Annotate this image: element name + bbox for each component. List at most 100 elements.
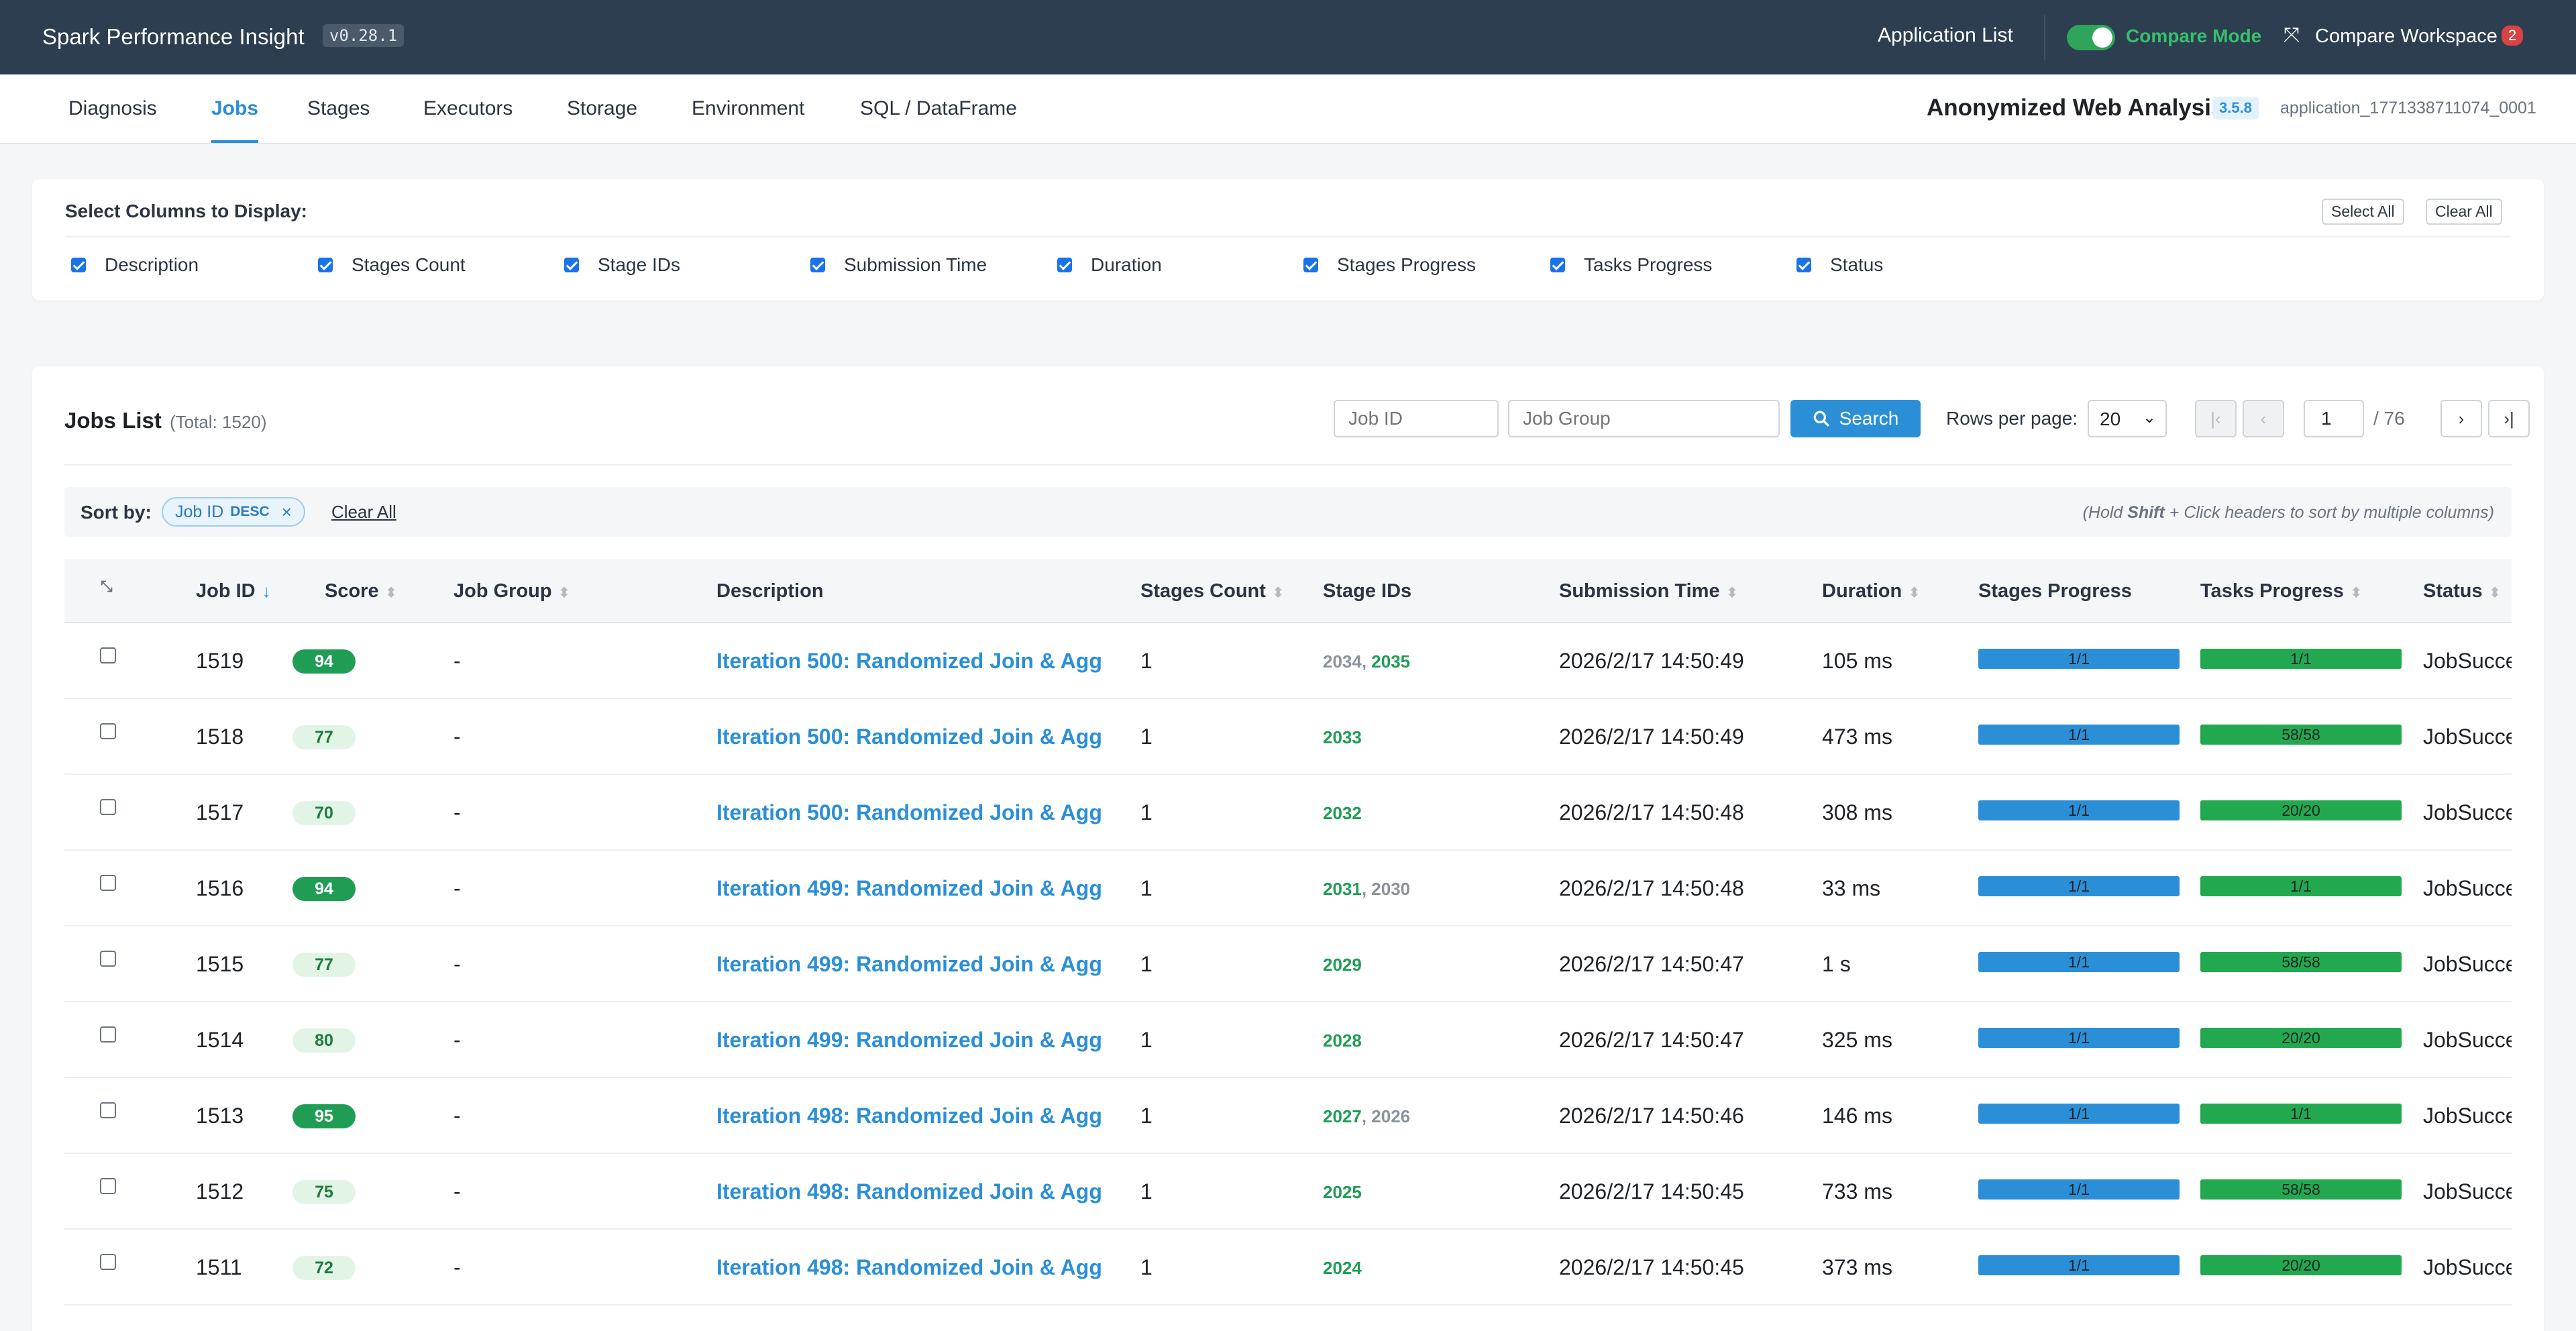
application-list-link[interactable]: Application List bbox=[1878, 24, 2013, 46]
stages-progress-bar: 1/1 bbox=[1978, 1104, 2180, 1124]
stage-id-link[interactable]: 2025 bbox=[1323, 1182, 1362, 1202]
header-job-id[interactable]: Job ID ↓ bbox=[196, 580, 271, 602]
row-checkbox[interactable] bbox=[100, 799, 116, 815]
stage-id-link[interactable]: 2024 bbox=[1323, 1258, 1362, 1278]
column-option-stages-progress[interactable]: Stages Progress bbox=[1303, 254, 1476, 276]
job-description-link[interactable]: Iteration 500: Randomized Join & Agg bbox=[716, 649, 1102, 673]
header-submission-time[interactable]: Submission Time ⬍ bbox=[1559, 580, 1737, 602]
checkbox[interactable] bbox=[1550, 258, 1565, 272]
column-option-submission-time[interactable]: Submission Time bbox=[810, 254, 987, 276]
tab-sql-dataframe[interactable]: SQL / DataFrame bbox=[860, 97, 1017, 119]
tab-stages[interactable]: Stages bbox=[307, 97, 370, 119]
job-group-input[interactable] bbox=[1508, 400, 1780, 437]
tab-executors[interactable]: Executors bbox=[423, 97, 513, 119]
header-stages-count[interactable]: Stages Count ⬍ bbox=[1140, 580, 1284, 602]
tab-diagnosis[interactable]: Diagnosis bbox=[68, 97, 157, 119]
job-description-link[interactable]: Iteration 498: Randomized Join & Agg bbox=[716, 1255, 1102, 1279]
stages-progress-label: 1/1 bbox=[2068, 1028, 2090, 1047]
page-number-input[interactable] bbox=[2304, 400, 2364, 437]
row-checkbox[interactable] bbox=[100, 1102, 116, 1118]
compare-arrows-icon[interactable]: ⤧ bbox=[2284, 24, 2300, 46]
close-icon[interactable]: × bbox=[281, 501, 292, 522]
job-description-link[interactable]: Iteration 499: Randomized Join & Agg bbox=[716, 876, 1102, 900]
table-row: 1515 77 - Iteration 499: Randomized Join & … bbox=[64, 925, 2512, 1002]
checkbox[interactable] bbox=[318, 258, 333, 272]
row-checkbox[interactable] bbox=[100, 1026, 116, 1043]
column-option-description[interactable]: Description bbox=[71, 254, 199, 276]
tab-storage[interactable]: Storage bbox=[567, 97, 638, 119]
brand-title[interactable]: Spark Performance Insight bbox=[42, 24, 305, 49]
sort-chip-job-id[interactable]: Job ID DESC × bbox=[162, 497, 305, 527]
rows-per-page-select[interactable]: 20 ⌄ bbox=[2088, 400, 2167, 437]
checkbox[interactable] bbox=[810, 258, 825, 272]
tasks-progress-label: 20/20 bbox=[2282, 1028, 2320, 1047]
checkbox[interactable] bbox=[1796, 258, 1811, 272]
checkbox[interactable] bbox=[1057, 258, 1072, 272]
stage-id-link[interactable]: 2030 bbox=[1371, 879, 1411, 899]
row-checkbox[interactable] bbox=[100, 875, 116, 891]
tab-jobs[interactable]: Jobs bbox=[211, 97, 259, 143]
row-checkbox[interactable] bbox=[100, 1178, 116, 1194]
header-duration[interactable]: Duration ⬍ bbox=[1822, 580, 1920, 602]
checkbox[interactable] bbox=[564, 258, 579, 272]
stage-id-link[interactable]: 2034 bbox=[1323, 651, 1362, 672]
clear-sort-button[interactable]: Clear All bbox=[331, 502, 396, 522]
stage-id-link[interactable]: 2035 bbox=[1371, 651, 1411, 672]
column-option-duration[interactable]: Duration bbox=[1057, 254, 1162, 276]
prev-page-button[interactable]: ‹ bbox=[2243, 400, 2284, 437]
column-option-tasks-progress[interactable]: Tasks Progress bbox=[1550, 254, 1712, 276]
clear-all-columns-button[interactable]: Clear All bbox=[2426, 199, 2502, 225]
stage-id-link[interactable]: 2029 bbox=[1323, 955, 1362, 975]
row-checkbox[interactable] bbox=[100, 951, 116, 967]
header-label: Stages Progress bbox=[1978, 580, 2132, 602]
job-description-link[interactable]: Iteration 499: Randomized Join & Agg bbox=[716, 1028, 1102, 1052]
job-description-link[interactable]: Iteration 500: Randomized Join & Agg bbox=[716, 800, 1102, 824]
row-checkbox[interactable] bbox=[100, 1254, 116, 1270]
stage-id-link[interactable]: 2027 bbox=[1323, 1106, 1362, 1126]
header-label: Submission Time bbox=[1559, 580, 1720, 602]
row-checkbox[interactable] bbox=[100, 723, 116, 739]
stage-id-link[interactable]: 2028 bbox=[1323, 1030, 1362, 1051]
stage-id-link[interactable]: 2031 bbox=[1323, 879, 1362, 899]
row-checkbox[interactable] bbox=[100, 647, 116, 663]
submission-time: 2026/2/17 14:50:45 bbox=[1559, 1179, 1744, 1204]
job-description-link[interactable]: Iteration 498: Randomized Join & Agg bbox=[716, 1179, 1102, 1204]
column-option-stages-count[interactable]: Stages Count bbox=[318, 254, 466, 276]
job-status: JobSucceed bbox=[2423, 1255, 2512, 1279]
column-option-label: Submission Time bbox=[844, 254, 987, 275]
job-description-link[interactable]: Iteration 499: Randomized Join & Agg bbox=[716, 952, 1102, 976]
expand-collapse-icon[interactable]: ⤡ bbox=[101, 578, 113, 594]
checkbox[interactable] bbox=[71, 258, 86, 272]
last-page-button[interactable]: ›| bbox=[2488, 400, 2530, 437]
tab-environment[interactable]: Environment bbox=[692, 97, 805, 119]
jobs-list-title: Jobs List bbox=[64, 408, 162, 433]
stages-progress-bar: 1/1 bbox=[1978, 1179, 2180, 1200]
select-all-button[interactable]: Select All bbox=[2322, 199, 2404, 225]
compare-mode-label[interactable]: Compare Mode bbox=[2126, 25, 2262, 46]
tasks-progress-label: 58/58 bbox=[2282, 725, 2320, 743]
tasks-progress-bar: 1/1 bbox=[2200, 876, 2402, 896]
job-id: 1514 bbox=[196, 1028, 244, 1052]
header-score[interactable]: Score ⬍ bbox=[325, 580, 396, 602]
stages-progress-label: 1/1 bbox=[2068, 1256, 2090, 1274]
stage-id-link[interactable]: 2032 bbox=[1323, 803, 1362, 823]
job-description-link[interactable]: Iteration 498: Randomized Join & Agg bbox=[716, 1104, 1102, 1128]
compare-workspace-link[interactable]: Compare Workspace bbox=[2315, 25, 2498, 47]
duration: 146 ms bbox=[1822, 1104, 1892, 1128]
header-job-group[interactable]: Job Group ⬍ bbox=[453, 580, 570, 602]
stage-id-link[interactable]: 2033 bbox=[1323, 727, 1362, 747]
job-id-input[interactable] bbox=[1334, 400, 1499, 437]
compare-mode-toggle[interactable] bbox=[2067, 25, 2115, 50]
checkbox[interactable] bbox=[1303, 258, 1318, 272]
stages-count: 1 bbox=[1140, 1028, 1152, 1052]
first-page-button[interactable]: |‹ bbox=[2195, 400, 2237, 437]
column-option-status[interactable]: Status bbox=[1796, 254, 1883, 276]
column-option-stage-ids[interactable]: Stage IDs bbox=[564, 254, 680, 276]
stage-id-link[interactable]: 2026 bbox=[1371, 1106, 1411, 1126]
job-description-link[interactable]: Iteration 500: Randomized Join & Agg bbox=[716, 725, 1102, 749]
stage-ids: 2024 bbox=[1323, 1258, 1362, 1279]
header-status[interactable]: Status ⬍ bbox=[2423, 580, 2500, 602]
next-page-button[interactable]: › bbox=[2440, 400, 2482, 437]
search-button[interactable]: Search bbox=[1790, 400, 1921, 437]
header-tasks-progress[interactable]: Tasks Progress ⬍ bbox=[2200, 580, 2362, 602]
